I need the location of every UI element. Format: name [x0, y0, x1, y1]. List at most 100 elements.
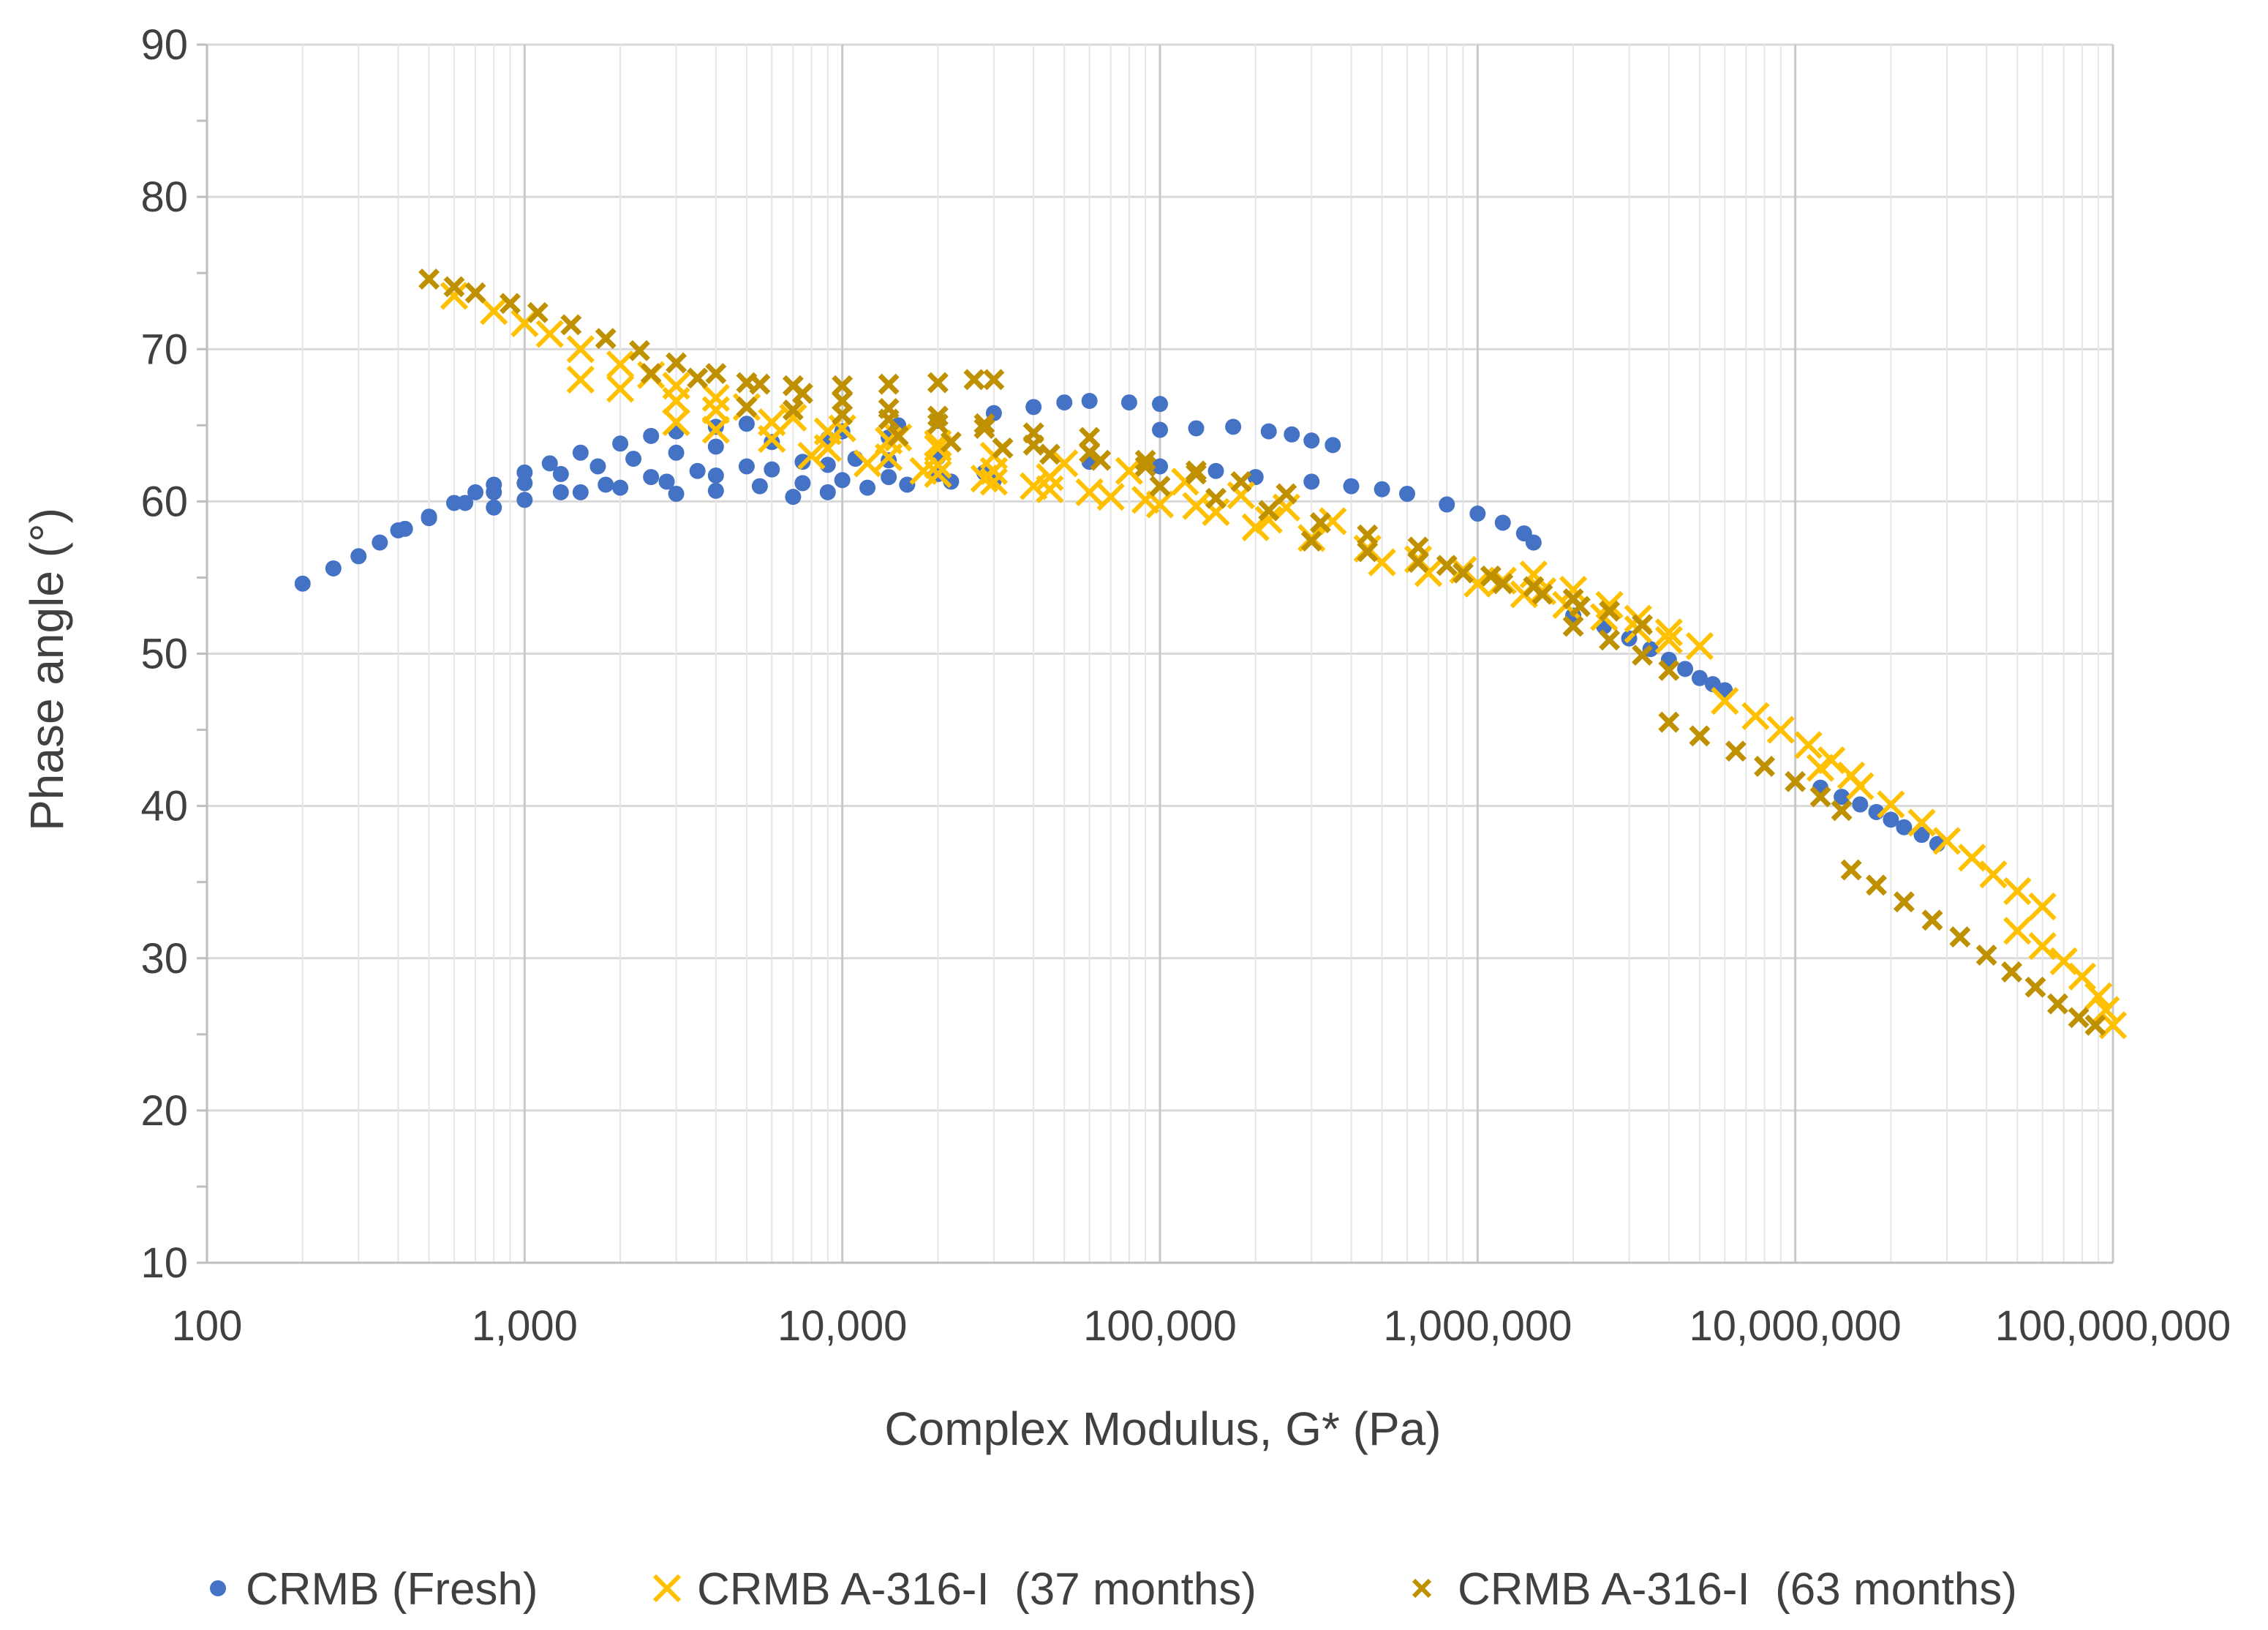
data-point — [535, 320, 564, 348]
y-axis-title: Phase angle (°) — [20, 508, 73, 831]
data-point — [643, 469, 660, 486]
data-point — [1896, 819, 1913, 835]
data-point — [2028, 931, 2057, 961]
data-point — [1036, 475, 1064, 503]
data-point — [973, 418, 995, 439]
data-point — [1303, 432, 1320, 449]
data-point — [701, 396, 730, 424]
data-point — [457, 495, 474, 511]
data-point — [1689, 725, 1711, 747]
data-point — [1096, 483, 1125, 511]
data-point — [1658, 659, 1680, 681]
data-point — [992, 437, 1014, 459]
data-point — [707, 438, 724, 455]
legend-marker-37-months — [652, 1574, 682, 1603]
data-point — [1374, 481, 1390, 497]
data-point — [2003, 917, 2032, 945]
data-point — [1711, 686, 1739, 716]
data-point — [1677, 661, 1694, 677]
data-point — [440, 282, 469, 310]
data-point — [1025, 399, 1042, 416]
x-tick-label: 100,000,000 — [1995, 1302, 2231, 1350]
series-1 — [294, 393, 1945, 852]
data-point — [2028, 892, 2057, 921]
data-point — [751, 478, 768, 495]
data-series — [294, 268, 2128, 1040]
data-point — [1525, 534, 1542, 551]
data-point — [875, 443, 903, 472]
y-tick-label: 60 — [140, 478, 188, 525]
data-point — [1913, 827, 1930, 844]
data-point — [859, 479, 876, 496]
data-point — [797, 441, 826, 470]
data-point — [1134, 449, 1156, 471]
data-point — [736, 396, 758, 418]
data-point — [572, 484, 589, 500]
y-tick-label: 70 — [140, 326, 188, 373]
data-point — [2024, 976, 2046, 998]
data-point — [612, 435, 629, 452]
data-point — [1893, 891, 1915, 913]
legend-item-fresh: CRMB (Fresh) — [210, 1564, 538, 1615]
data-point — [625, 451, 642, 467]
data-point — [738, 416, 755, 432]
data-point — [881, 469, 897, 486]
data-point — [1785, 770, 1807, 792]
data-point — [527, 301, 549, 323]
data-point — [1357, 524, 1379, 546]
data-point — [1494, 514, 1511, 531]
data-point — [687, 367, 709, 389]
data-point — [736, 372, 758, 394]
data-point — [418, 268, 440, 290]
data-point — [1632, 645, 1654, 666]
data-point — [1134, 456, 1156, 477]
data-point — [1846, 772, 1875, 800]
y-tick-label: 90 — [140, 21, 188, 69]
data-point — [2049, 947, 2078, 976]
legend-label-37-months: CRMB A-316-I (37 months) — [697, 1564, 1257, 1615]
data-point — [541, 455, 558, 472]
data-point — [1492, 573, 1514, 595]
data-point — [983, 369, 1005, 391]
data-point — [598, 476, 614, 493]
data-point — [350, 548, 367, 565]
data-point — [1115, 457, 1144, 485]
data-point — [1599, 600, 1621, 622]
data-point — [2046, 993, 2068, 1015]
data-point — [924, 451, 952, 479]
data-point — [1205, 487, 1227, 509]
series-3 — [418, 268, 2106, 1036]
data-point — [486, 484, 502, 500]
data-point — [1149, 476, 1171, 497]
data-point — [1704, 676, 1721, 693]
data-point — [640, 363, 662, 385]
data-point — [1754, 756, 1776, 777]
data-point — [1300, 530, 1322, 552]
legend-item-63-months: CRMB A-316-I (63 months) — [1412, 1564, 2017, 1615]
legend: CRMB (Fresh) CRMB A-316-I (37 months) CR… — [210, 1564, 2017, 1615]
data-point — [707, 482, 724, 499]
data-point — [480, 297, 508, 326]
data-point — [758, 424, 786, 454]
y-tick-label: 40 — [140, 783, 188, 830]
data-point — [1079, 442, 1101, 464]
data-point — [1284, 426, 1300, 443]
data-point — [963, 369, 985, 391]
data-point — [643, 427, 660, 444]
legend-marker-fresh — [210, 1580, 226, 1596]
data-point — [612, 479, 629, 496]
legend-marker-63-months — [1412, 1578, 1432, 1599]
data-point — [1658, 711, 1680, 733]
data-point — [701, 416, 730, 444]
data-point — [2084, 982, 2113, 1010]
data-point — [853, 449, 882, 478]
data-point — [662, 408, 690, 437]
data-point — [1831, 800, 1853, 822]
data-point — [779, 403, 807, 432]
data-point — [927, 372, 949, 394]
data-point — [516, 475, 533, 492]
data-point — [1254, 506, 1283, 534]
data-point — [979, 467, 1009, 496]
data-point — [1519, 560, 1548, 589]
